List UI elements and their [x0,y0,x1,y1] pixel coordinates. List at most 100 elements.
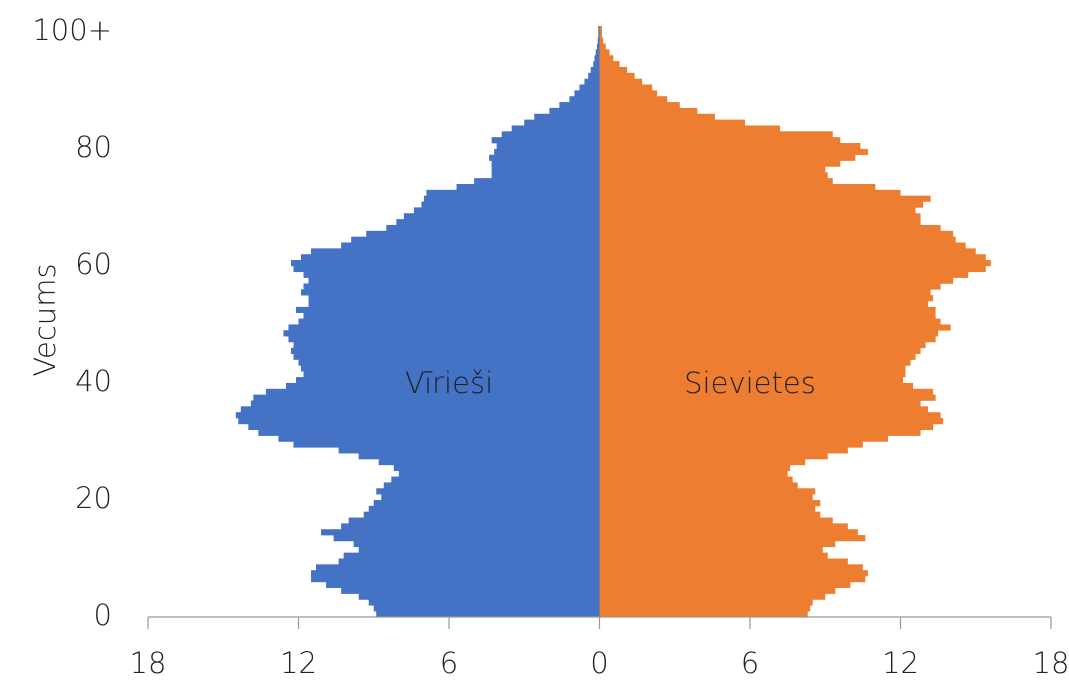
bar [599,189,901,196]
bar [599,418,944,425]
y-tick-label: 80 [75,130,112,164]
bar [599,494,813,501]
bar [248,423,600,431]
bar [599,72,635,79]
bar [351,236,600,243]
bar [559,102,600,109]
bar [599,587,836,594]
bar [598,26,600,33]
bar [599,412,941,419]
bar [599,377,904,384]
bar [599,131,833,138]
bar [599,207,916,214]
bar [599,137,841,144]
bar [599,125,781,132]
y-axis-label: Vecums [28,263,62,376]
bar [303,312,600,319]
bar [599,464,791,472]
series-label: Sievietes [684,366,816,400]
bar [599,201,924,208]
bar [599,90,658,97]
bar [358,546,600,553]
bar [599,172,828,179]
bar [599,470,788,477]
bar [599,49,610,56]
bar [293,265,600,273]
bar [599,213,921,220]
bar [524,119,600,126]
bar [293,341,600,349]
bar [569,96,600,103]
bar [301,254,600,261]
bar [599,488,816,495]
bar [599,336,936,343]
bar [494,148,600,156]
bar [599,301,929,308]
bar [599,84,653,91]
bar [599,271,969,278]
bar [308,295,600,302]
bar [353,540,600,548]
x-tick-label: 12 [280,646,317,680]
bar [599,605,811,612]
bar [303,271,600,278]
bar [301,289,600,296]
bar [290,260,600,267]
bar [599,330,939,337]
bar [298,359,600,366]
bar [413,207,600,214]
bar [599,31,603,39]
bar [599,219,921,226]
bar [599,482,798,489]
bar [599,394,936,401]
bar [491,172,600,179]
bar [311,248,600,255]
bar [393,464,600,472]
bar [599,476,793,483]
bar [599,265,986,273]
bar [285,382,600,390]
bar [599,371,906,378]
bar [491,137,600,144]
bar [599,523,848,530]
x-tick-label: 18 [130,646,167,680]
x-tick-label: 12 [882,646,919,680]
bar [308,277,600,284]
bar [599,388,934,395]
bar [366,230,600,237]
bar [373,499,600,507]
bar [599,183,876,191]
bar [278,435,600,442]
bar [599,400,921,407]
bar [599,382,914,390]
bar [599,102,680,109]
bar [599,429,921,436]
bar [501,131,600,138]
bar [383,482,600,489]
bar [599,260,991,267]
bar [599,119,745,126]
bar [599,365,906,372]
bar [590,66,600,74]
bar [376,488,600,495]
bar [599,254,986,261]
bar [358,453,600,460]
bar [348,517,600,524]
series-label: Vīrieši [405,366,493,400]
bar [316,564,600,571]
y-tick-label: 20 [75,481,112,515]
bar [599,552,828,559]
bar [303,283,600,290]
bar [386,224,600,232]
bar [599,318,941,325]
bar [599,453,828,460]
bar [378,459,600,466]
bar [376,611,600,618]
bar [253,394,600,401]
bar [288,336,600,343]
bar [456,183,600,191]
bar [599,359,911,366]
bar [491,166,600,173]
bar [599,406,929,413]
bar [343,552,600,559]
